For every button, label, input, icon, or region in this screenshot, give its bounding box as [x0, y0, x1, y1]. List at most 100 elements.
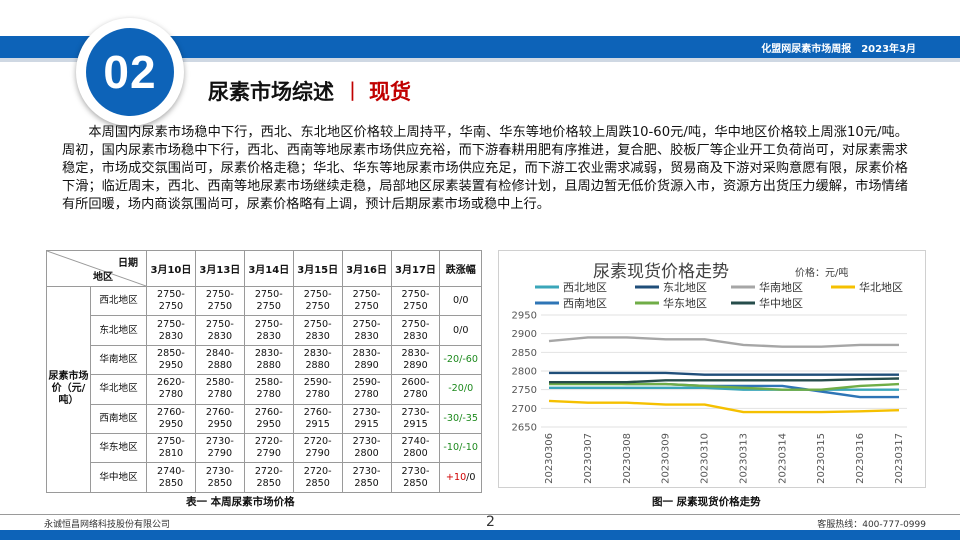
x-tick-label: 20230307 — [583, 433, 594, 484]
price-cell: 2760- 2950 — [146, 403, 196, 434]
price-low: 2750- — [205, 318, 234, 330]
market-summary-paragraph: 本周国内尿素市场稳中下行，西北、东北地区价格较上周持平，华南、华东等地价格较上周… — [62, 125, 908, 212]
corner-region-label: 地区 — [93, 272, 113, 283]
price-high: 2950 — [158, 359, 184, 371]
price-cell: 2830- 2880 — [243, 344, 294, 376]
price-high: 2800 — [354, 448, 379, 460]
legend-label: 华北地区 — [859, 280, 903, 294]
price-low: 2830- — [303, 347, 332, 359]
change-value: 0 — [462, 324, 469, 336]
price-low: 2750- — [157, 289, 185, 301]
series-line — [548, 336, 899, 348]
price-low: 2750- — [254, 318, 283, 330]
price-low: 2590- — [303, 377, 332, 389]
price-high: 2950 — [158, 418, 184, 430]
price-low: 2730- — [352, 406, 381, 418]
change-slash: / — [459, 324, 463, 336]
price-high: 2830 — [158, 330, 184, 342]
price-low: 2730- — [205, 436, 234, 448]
change-cell: 0/0 — [439, 315, 482, 346]
price-low: 2600- — [401, 377, 430, 389]
table-corner-cell: 日期 地区 — [46, 250, 147, 287]
price-low: 2840- — [205, 347, 234, 359]
x-tick-label: 20230315 — [816, 433, 827, 484]
region-cell: 华北地区 — [90, 374, 147, 405]
top-banner-shadow — [0, 58, 960, 62]
change-slash: / — [459, 442, 463, 454]
price-high: 2950 — [207, 418, 233, 430]
table-caption: 表一 本周尿素市场价格 — [186, 496, 295, 508]
price-high: 2880 — [256, 359, 281, 371]
price-low: 2760- — [157, 406, 185, 418]
price-low: 2740- — [157, 465, 185, 477]
change-value: -20 — [443, 353, 460, 365]
price-table: 日期 地区 3月10日 3月13日 3月14日 3月15日 3月16日 3月17… — [46, 250, 482, 493]
x-tick-label: 20230313 — [738, 433, 749, 484]
price-high: 2780 — [305, 389, 330, 401]
y-tick-label: 2750 — [512, 385, 537, 396]
price-low: 2720- — [303, 465, 332, 477]
change-value: 0 — [452, 295, 460, 307]
price-cell: 2590- 2780 — [341, 374, 392, 405]
region-cell: 西北地区 — [90, 285, 147, 317]
price-high: 2750 — [207, 301, 233, 313]
price-cell: 2830- 2880 — [292, 344, 343, 376]
price-low: 2750- — [352, 289, 381, 301]
price-high: 2750 — [403, 301, 428, 313]
x-tick-label: 20230314 — [777, 433, 788, 484]
price-cell: 2730- 2850 — [341, 462, 392, 493]
price-low: 2580- — [254, 377, 283, 389]
price-high: 2800 — [403, 448, 428, 460]
price-high: 2830 — [305, 330, 330, 342]
table-row: 华北地区 2620- 2780 2580- 2780 2580- 2780 2590- 2780… — [47, 374, 482, 405]
price-high: 2780 — [403, 389, 428, 401]
price-cell: 2750- 2830 — [146, 315, 196, 346]
price-cell: 2750- 2810 — [146, 432, 196, 464]
change-value: 0 — [452, 324, 460, 336]
change-value: -30 — [443, 412, 460, 424]
price-high: 2830 — [207, 330, 233, 342]
price-low: 2760- — [205, 406, 234, 418]
price-high: 2790 — [207, 448, 233, 460]
price-cell: 2750- 2750 — [146, 285, 196, 317]
x-tick-label: 20230316 — [855, 433, 866, 484]
series-line — [549, 386, 899, 391]
price-cell: 2750- 2830 — [243, 315, 294, 346]
change-slash: / — [463, 383, 468, 395]
table-row: 尿素市场价（元/吨） 西北地区 2750- 2750 2750- 2750 2750- 275… — [46, 285, 482, 493]
date-header: 3月10日 — [146, 250, 196, 287]
company-name: 永诚恒昌网络科技股份有限公司 — [44, 520, 171, 530]
price-cell: 2580- 2780 — [194, 374, 245, 405]
price-cell: 2750- 2750 — [390, 285, 441, 317]
change-value: -20 — [448, 383, 464, 395]
price-low: 2750- — [352, 318, 381, 330]
price-cell: 2760- 2915 — [292, 403, 343, 434]
y-tick-label: 2800 — [512, 367, 537, 378]
section-number-badge: 02 — [86, 28, 174, 116]
price-low: 2760- — [254, 406, 283, 418]
x-tick-label: 20230317 — [894, 433, 905, 484]
region-cell: 华东地区 — [90, 432, 147, 464]
price-high: 2780 — [207, 389, 233, 401]
price-high: 2850 — [354, 477, 379, 489]
price-cell: 2760- 2950 — [243, 403, 294, 434]
price-low: 2750- — [401, 318, 430, 330]
legend-label: 西北地区 — [563, 281, 607, 294]
price-high: 2810 — [158, 448, 184, 460]
change-value: -10 — [443, 442, 460, 454]
price-high: 2830 — [256, 330, 281, 342]
price-cell: 2750- 2830 — [194, 315, 245, 346]
price-high: 2780 — [158, 389, 184, 401]
price-high: 2780 — [256, 389, 281, 401]
price-high: 2880 — [207, 359, 233, 371]
price-cell: 2730- 2915 — [341, 403, 392, 434]
price-cell: 2730- 2915 — [390, 403, 441, 434]
price-cell: 2750- 2750 — [292, 285, 343, 317]
change-value: -10 — [462, 442, 478, 454]
corner-diagonal-line — [47, 251, 146, 286]
table-row: 华南地区 2850- 2950 2840- 2880 2830- 2880 2830- 2880… — [47, 344, 482, 376]
price-cell: 2600- 2780 — [390, 374, 441, 405]
change-value: 0 — [462, 295, 469, 307]
price-cell: 2730- 2790 — [194, 432, 245, 464]
report-header: 化盟网尿素市场周报 2023年3月 — [761, 40, 916, 55]
